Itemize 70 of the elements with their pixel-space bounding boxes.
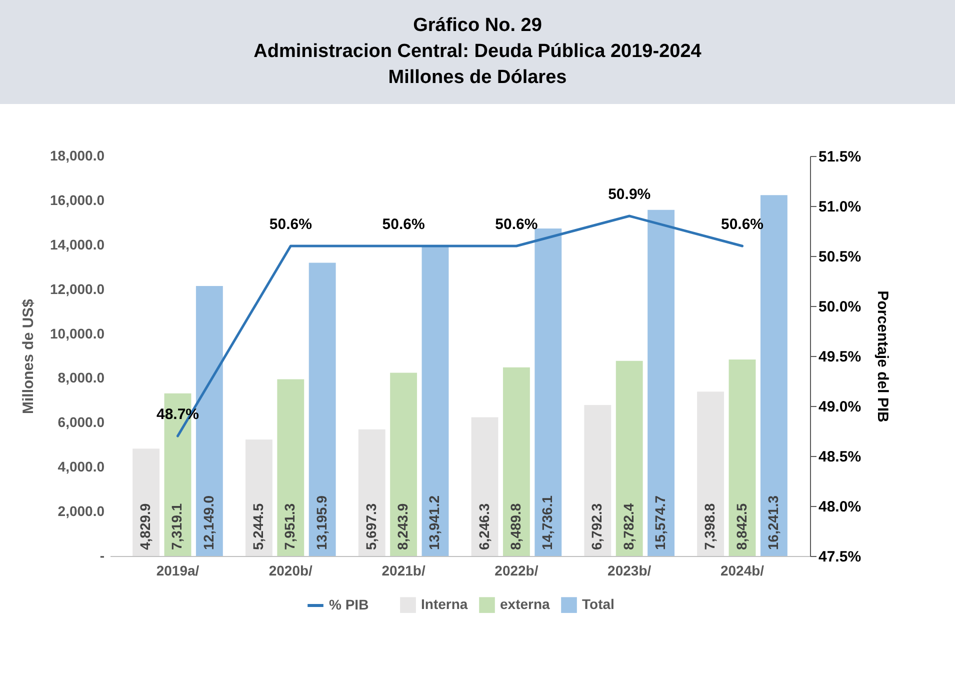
y2-tick-label: 49.5% xyxy=(818,348,862,366)
y2-axis-title: Porcentaje del PIB xyxy=(874,290,892,423)
data-label: 50.6% xyxy=(269,216,312,233)
y2-tick-label: 48.0% xyxy=(818,498,862,516)
legend-label: externa xyxy=(500,596,550,612)
y-tick-label: 10,000.0 xyxy=(50,325,105,342)
y-tick-label: 8,000.0 xyxy=(58,370,105,386)
data-label: 50.6% xyxy=(382,216,425,233)
y-tick-label: 2,000.0 xyxy=(58,503,105,520)
data-label: 6,246.3 xyxy=(476,503,492,550)
bar xyxy=(308,262,336,556)
data-label: 5,244.5 xyxy=(250,503,266,550)
y2-tick-label: 49.0% xyxy=(818,398,862,416)
y-tick-label: - xyxy=(100,548,105,564)
y2-tick-label: 50.5% xyxy=(818,248,862,266)
bar xyxy=(390,372,418,556)
data-label: 13,941.2 xyxy=(426,495,442,550)
bar xyxy=(471,417,498,556)
data-label: 7,319.1 xyxy=(168,503,185,550)
y-axis-title: Millones de US$ xyxy=(20,298,38,414)
y2-tick-label: 51.0% xyxy=(818,198,862,216)
bar xyxy=(132,448,160,556)
y-tick-label: 14,000.0 xyxy=(50,236,105,252)
legend-label: % PIB xyxy=(329,596,369,612)
bar xyxy=(584,405,612,556)
y-tick-label: 4,000.0 xyxy=(58,458,105,475)
data-label: 8,489.8 xyxy=(507,503,524,550)
data-label: 50.9% xyxy=(608,186,651,203)
data-label: 7,951.3 xyxy=(282,503,298,550)
y2-tick-label: 47.5% xyxy=(818,548,862,566)
bar xyxy=(728,360,756,556)
x-tick-label: 2020b/ xyxy=(268,562,313,578)
bar xyxy=(422,246,449,556)
x-tick-label: 2021b/ xyxy=(382,562,426,578)
data-label: 8,842.5 xyxy=(733,503,750,550)
y-tick-label: 6,000.0 xyxy=(58,414,105,430)
bar xyxy=(245,439,272,556)
data-label: 14,736.1 xyxy=(539,495,556,550)
y-tick-label: 12,000.0 xyxy=(50,280,105,297)
y2-tick-label: 50.0% xyxy=(818,298,862,316)
data-label: 7,398.8 xyxy=(702,503,718,550)
x-tick-label: 2019a/ xyxy=(156,562,200,578)
data-label: 12,149.0 xyxy=(200,495,216,550)
x-tick-label: 2022b/ xyxy=(494,562,538,578)
y2-tick-label: 51.5% xyxy=(818,148,862,166)
data-label: 8,243.9 xyxy=(394,503,411,550)
y-tick-label: 18,000.0 xyxy=(50,148,105,164)
data-label: 50.6% xyxy=(720,216,764,233)
data-label: 16,241.3 xyxy=(764,495,781,550)
data-label: 5,697.3 xyxy=(362,503,379,550)
bar xyxy=(358,429,386,556)
x-tick-label: 2024b/ xyxy=(720,562,764,578)
legend-label: Total xyxy=(582,596,614,612)
data-label: 4,829.9 xyxy=(137,503,154,550)
bar xyxy=(616,360,643,556)
data-label: 50.6% xyxy=(495,216,538,233)
data-label: 6,792.3 xyxy=(588,503,605,550)
data-label: 8,782.4 xyxy=(620,503,636,550)
bar xyxy=(502,367,530,556)
data-label: 15,574.7 xyxy=(652,495,668,550)
bar xyxy=(697,392,724,556)
y2-tick-label: 48.5% xyxy=(818,448,862,466)
x-tick-label: 2023b/ xyxy=(608,562,652,578)
bar xyxy=(648,210,675,556)
y-tick-label: 16,000.0 xyxy=(50,192,105,208)
data-label: 13,195.9 xyxy=(313,495,330,550)
chart-title: Gráfico No. 29 Administracion Central: Deuda Pública 2019-2024 Millones de Dólares xyxy=(254,14,702,90)
legend-label: Interna xyxy=(421,596,468,612)
bar xyxy=(534,228,562,556)
bar xyxy=(277,379,304,556)
